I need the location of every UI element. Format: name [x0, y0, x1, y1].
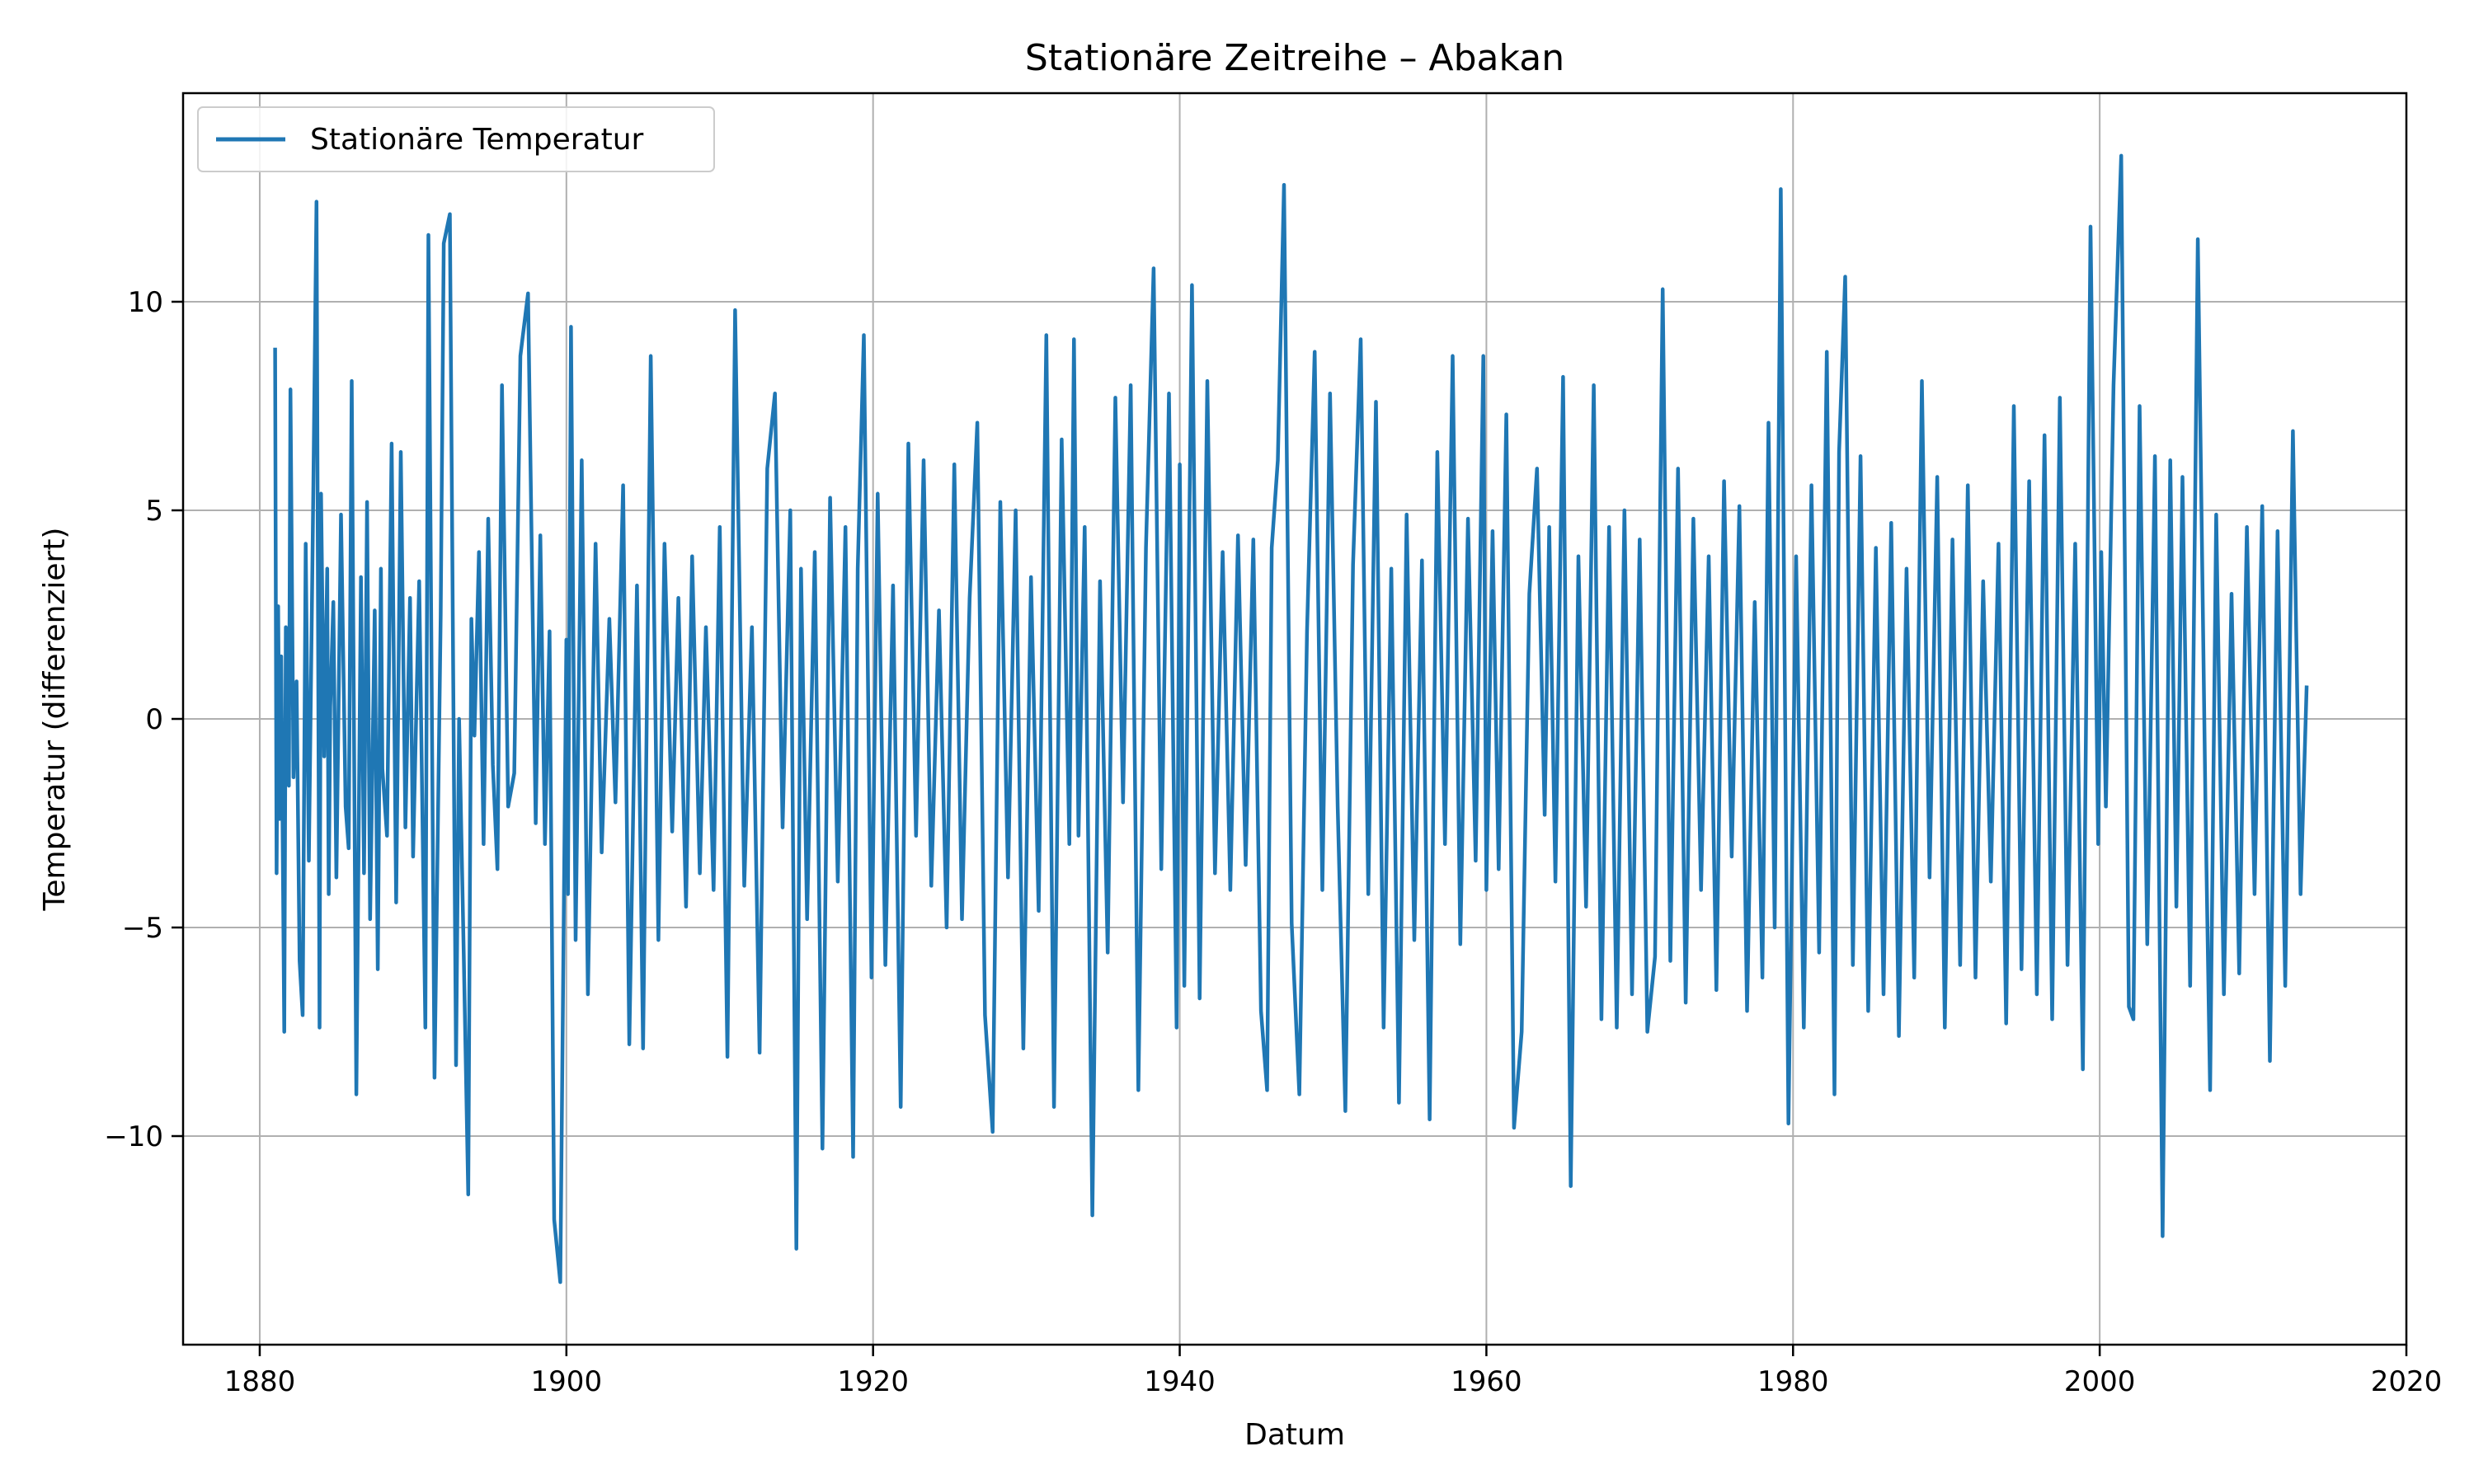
- legend: Stationäre Temperatur: [197, 106, 715, 172]
- y-tick-label: 10: [128, 286, 163, 319]
- series-layer: [273, 153, 2309, 1284]
- legend-box: [197, 106, 715, 172]
- y-tick-label: −5: [122, 912, 163, 945]
- x-tick-label: 1880: [224, 1365, 296, 1398]
- y-tick-label: 0: [145, 703, 163, 736]
- series-line-stationare-temperatur: [273, 153, 2309, 1284]
- x-tick-label: 2020: [2371, 1365, 2443, 1398]
- x-tick-label: 2000: [2064, 1365, 2136, 1398]
- chart-title: Stationäre Zeitreihe – Abakan: [1025, 37, 1564, 79]
- y-tick-label: −10: [104, 1120, 163, 1153]
- y-tick-label: 5: [145, 495, 163, 528]
- x-tick-label: 1960: [1451, 1365, 1522, 1398]
- x-tick-label: 1980: [1757, 1365, 1829, 1398]
- y-axis: −10 −5 0 5 10: [104, 286, 183, 1153]
- y-axis-label: Temperatur (differenziert): [38, 528, 72, 912]
- x-tick-label: 1940: [1144, 1365, 1216, 1398]
- x-tick-label: 1900: [531, 1365, 603, 1398]
- x-tick-label: 1920: [837, 1365, 909, 1398]
- x-axis: 1880 1900 1920 1940 1960 1980 2000 2020: [224, 1345, 2443, 1398]
- legend-label: Stationäre Temperatur: [310, 123, 644, 157]
- x-axis-label: Datum: [1244, 1418, 1345, 1452]
